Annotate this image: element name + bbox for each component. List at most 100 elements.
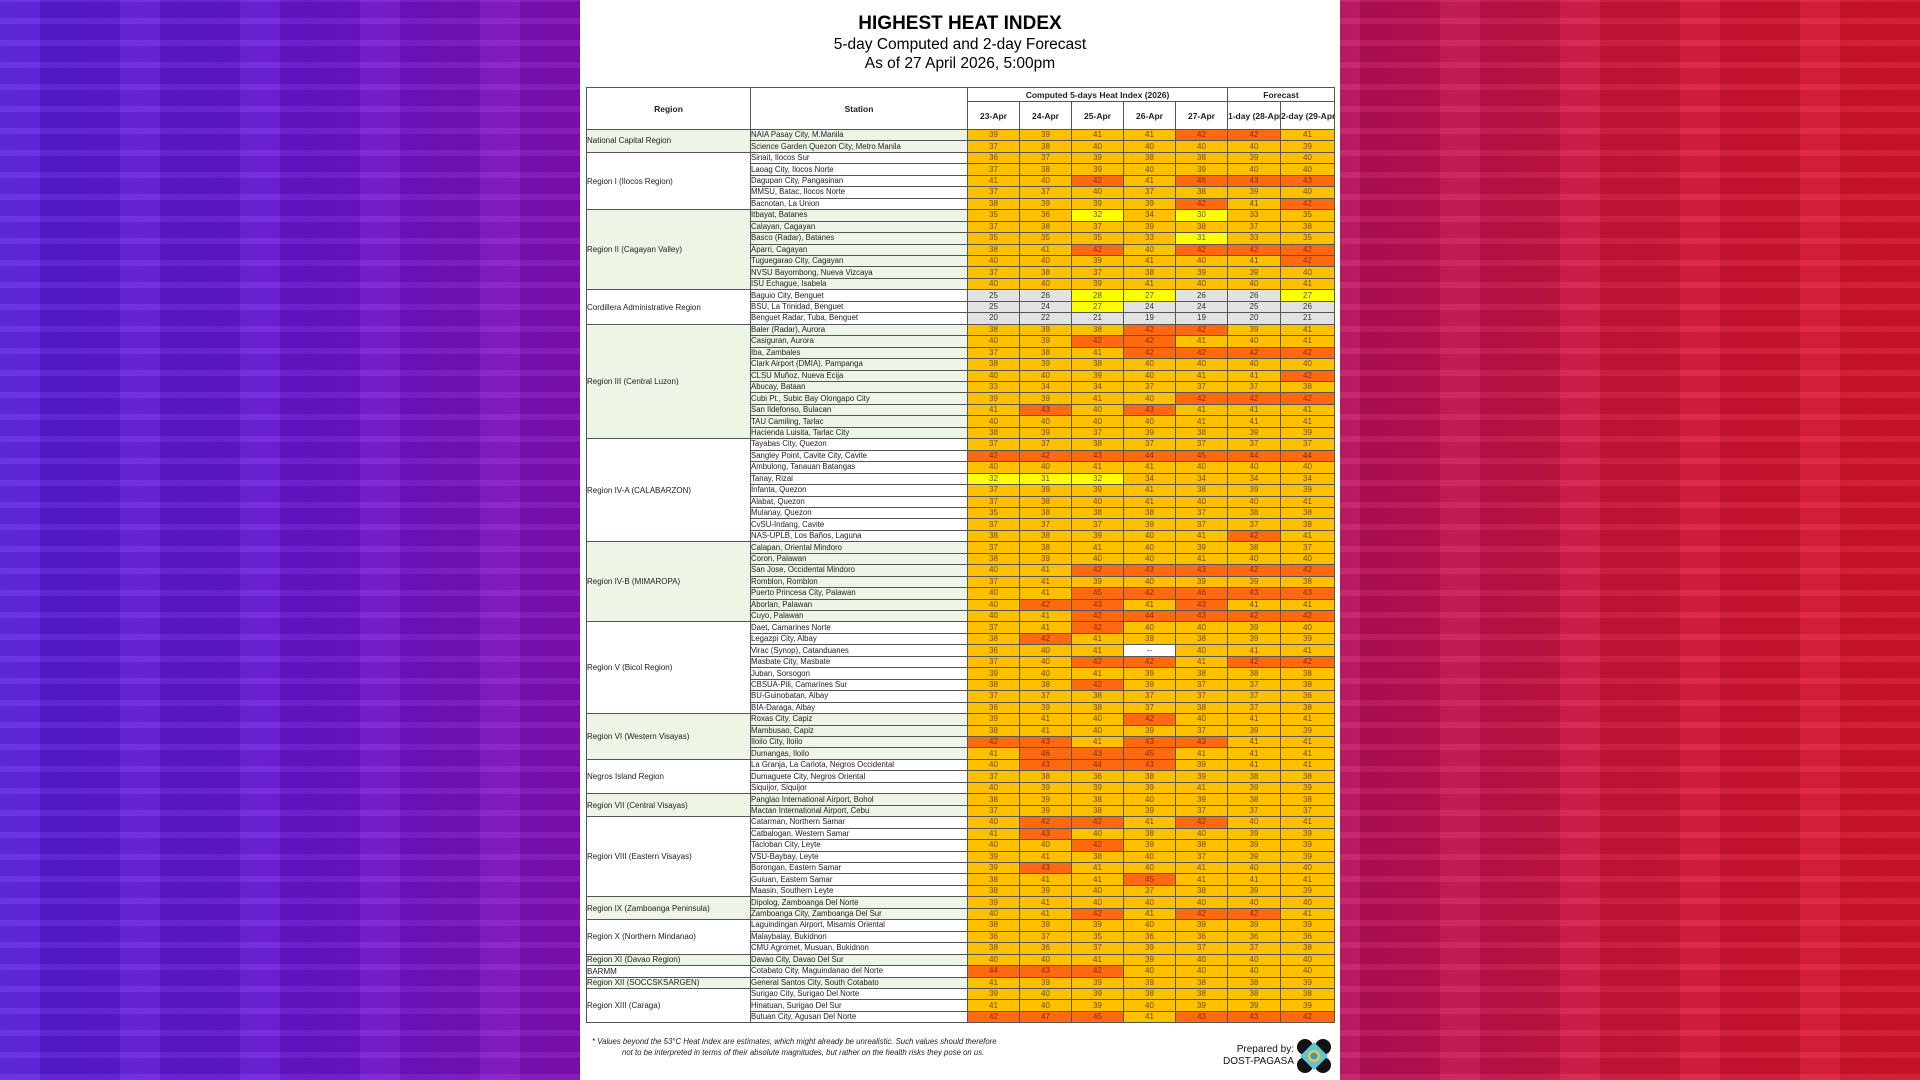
heat-index-value: 37 (1019, 930, 1072, 944)
station-cell: Baler (Radar), Aurora (750, 323, 968, 337)
heat-index-value: 41 (1123, 907, 1176, 921)
station-cell: Davao City, Davao Del Sur (750, 953, 968, 967)
heat-index-value: 37 (1227, 380, 1281, 394)
heat-index-value: 40 (1019, 174, 1072, 188)
heat-index-value: 41 (1280, 128, 1335, 142)
heat-index-value: 45 (1071, 1010, 1124, 1024)
station-cell: Baguio City, Benguet (750, 289, 968, 302)
table-row: Benguet Radar, Tuba, Benguet 20 22 21 19 19 20… (587, 312, 1335, 325)
heat-index-value: 38 (1227, 770, 1281, 783)
heat-index-value: 40 (1123, 793, 1176, 806)
heat-index-value: 38 (1227, 667, 1281, 680)
heat-index-value: 39 (1280, 781, 1335, 795)
heat-index-value: 42 (1280, 254, 1335, 268)
table-row: Calayan, Cagayan 37 38 37 39 38 37 38 (587, 220, 1335, 234)
heat-index-value: 41 (1280, 758, 1335, 772)
heat-index-value: 39 (1280, 827, 1335, 841)
heat-index-value: 40 (1071, 186, 1124, 199)
table-row: Hacienda Luisita, Tarlac City 38 39 37 39 38 3… (587, 426, 1335, 440)
heat-index-value: 42 (1019, 449, 1072, 463)
heat-index-value: 42 (1175, 323, 1228, 337)
heat-index-value: 39 (1071, 163, 1124, 176)
region-cell: Cordillera Administrative Region (586, 289, 751, 325)
heat-index-value: 37 (1280, 541, 1335, 554)
station-cell: Ambulong, Tanauan Batangas (750, 461, 968, 474)
heat-index-value: 35 (1280, 209, 1335, 222)
heat-index-value: 41 (1123, 461, 1176, 474)
heat-index-value: 38 (1280, 987, 1335, 1001)
heat-index-value: 41 (967, 976, 1020, 990)
heat-index-value: 38 (1280, 793, 1335, 806)
heat-index-value: 37 (967, 518, 1020, 531)
station-cell: Laguindingan Airport, Misamis Oriental (750, 919, 968, 932)
heat-index-value: 41 (1227, 598, 1281, 612)
heat-index-value: 39 (1019, 128, 1072, 142)
heat-index-value: 41 (1071, 735, 1124, 749)
heat-index-value: 38 (967, 793, 1020, 806)
heat-index-value: 39 (1280, 919, 1335, 932)
header-computed-group: Computed 5-days Heat Index (2026) (967, 87, 1228, 102)
heat-index-value: 38 (1280, 678, 1335, 692)
region-cell: Region XI (Davao Region) (586, 953, 751, 967)
table-row: Puerto Princesa City, Palawan 40 41 45 42 46 4… (587, 587, 1335, 600)
heat-index-value: 40 (967, 461, 1020, 474)
heat-index-value: 40 (1280, 953, 1335, 967)
station-cell: Basco (Radar), Batanes (750, 232, 968, 245)
heat-index-value: 40 (1280, 621, 1335, 634)
heat-index-value: 40 (1175, 140, 1228, 153)
heat-index-value: 40 (967, 839, 1020, 852)
heat-index-value: 42 (1071, 839, 1124, 852)
heat-index-value: 37 (967, 541, 1020, 554)
heat-index-value: 38 (1280, 770, 1335, 783)
footnote-line-2: not to be interpreted in terms of their … (622, 1048, 985, 1057)
heat-index-value: 40 (967, 758, 1020, 772)
heat-index-value: 44 (1280, 449, 1335, 463)
table-row: Cuyo, Palawan 40 41 42 44 43 42 42 (587, 610, 1335, 623)
heat-index-value: 43 (1123, 403, 1176, 417)
heat-index-value: 42 (1227, 907, 1281, 921)
heat-index-value: 34 (1123, 209, 1176, 222)
heat-index-value: 42 (1019, 816, 1072, 829)
heat-index-value: 40 (1123, 358, 1176, 371)
heat-index-value: 41 (1071, 667, 1124, 680)
heat-index-value: 40 (1019, 277, 1072, 291)
title-block: HIGHEST HEAT INDEX 5-day Computed and 2-… (580, 0, 1340, 73)
heat-index-value: 39 (1280, 484, 1335, 497)
table-row: Mactan International Airport, Cebu 37 39 38… (587, 804, 1335, 818)
heat-index-value: 39 (1175, 541, 1228, 554)
heat-index-value: 40 (1280, 358, 1335, 371)
heat-index-value: 39 (1123, 804, 1176, 818)
heat-index-value: 38 (1227, 506, 1281, 520)
station-cell: BU-Guinobatan, Albay (750, 690, 968, 703)
station-cell: Dumangas, Iloilo (750, 747, 968, 760)
table-row: Borongan, Eastern Samar 39 43 41 40 41 40 40 (587, 861, 1335, 875)
heat-index-value: 33 (1227, 232, 1281, 245)
heat-index-value: 42 (1175, 907, 1228, 921)
heat-index-value: 38 (967, 919, 1020, 932)
heat-index-value: 39 (1175, 793, 1228, 806)
heat-index-value: 40 (1227, 495, 1281, 508)
heat-index-value: 41 (1280, 735, 1335, 749)
heat-index-value: 42 (1071, 965, 1124, 978)
heat-index-value: 34 (1071, 380, 1124, 394)
heat-index-value: 42 (1123, 346, 1176, 360)
heat-index-value: 42 (1175, 197, 1228, 211)
station-cell: Catbalogan, Western Samar (750, 827, 968, 841)
heat-index-value: 39 (1071, 781, 1124, 795)
heat-index-value: 46 (1175, 174, 1228, 188)
heat-index-value: 37 (967, 266, 1020, 279)
heat-index-value: 39 (1071, 277, 1124, 291)
heat-index-value: 39 (1123, 678, 1176, 692)
heat-index-value: 40 (1280, 965, 1335, 978)
heat-index-value: 39 (1071, 575, 1124, 589)
heat-index-value: 42 (1227, 128, 1281, 142)
table-row: Laoag City, Ilocos Norte 37 38 39 40 39 40 40 (587, 163, 1335, 176)
heat-index-value: 39 (1227, 919, 1281, 932)
station-cell: Dagupan City, Pangasinan (750, 174, 968, 188)
heat-index-value: 37 (967, 770, 1020, 783)
heat-index-value: 39 (967, 987, 1020, 1001)
heat-index-value: 41 (1175, 552, 1228, 566)
heat-index-value: 40 (1123, 621, 1176, 634)
heat-index-value: 46 (1019, 747, 1072, 760)
table-row: BARMM Cotabato City, Maguindanao del Nort… (586, 965, 1335, 978)
